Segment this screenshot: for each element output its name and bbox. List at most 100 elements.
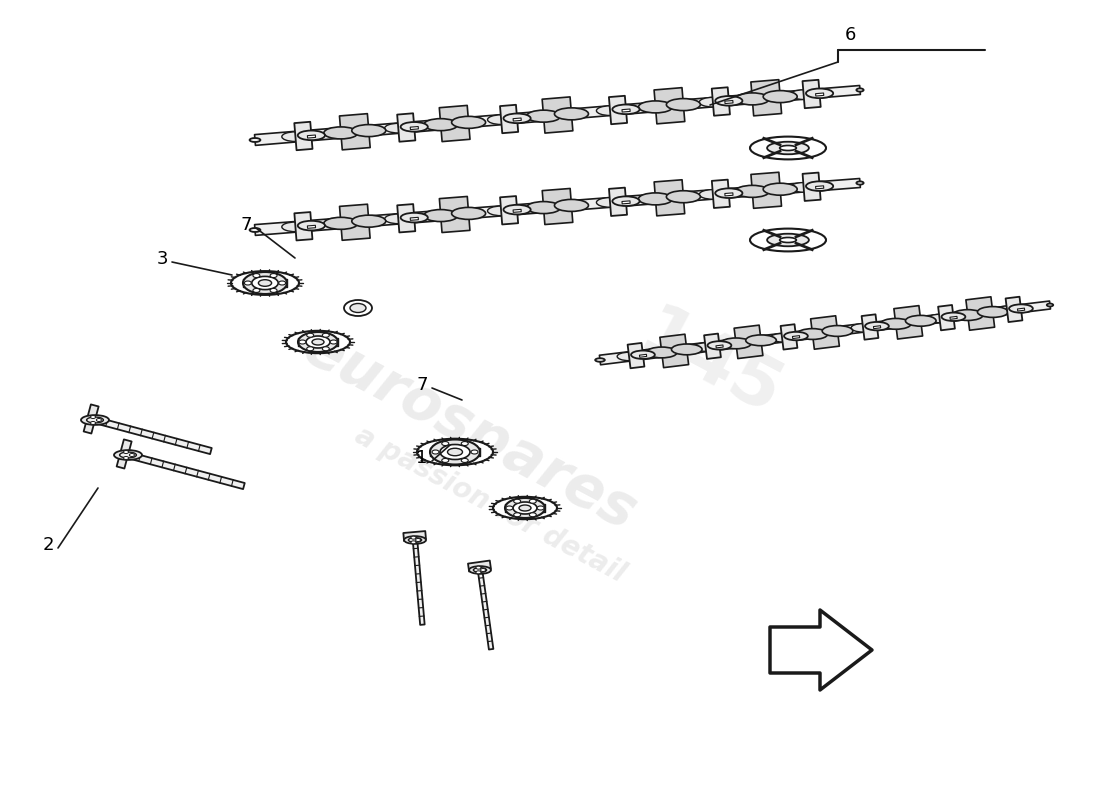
Ellipse shape — [978, 306, 1008, 318]
Polygon shape — [639, 354, 647, 358]
Ellipse shape — [857, 88, 864, 92]
Ellipse shape — [505, 498, 544, 518]
Ellipse shape — [322, 346, 329, 350]
Ellipse shape — [282, 222, 309, 232]
Ellipse shape — [504, 114, 530, 123]
Polygon shape — [609, 96, 627, 124]
Polygon shape — [295, 122, 312, 150]
Ellipse shape — [806, 89, 833, 98]
Ellipse shape — [806, 182, 833, 191]
Ellipse shape — [638, 193, 672, 205]
Text: 6: 6 — [845, 26, 857, 44]
Ellipse shape — [631, 350, 654, 359]
Ellipse shape — [307, 334, 314, 338]
Ellipse shape — [271, 289, 277, 293]
Polygon shape — [307, 226, 316, 228]
Ellipse shape — [537, 506, 544, 510]
Polygon shape — [468, 561, 491, 571]
Ellipse shape — [323, 127, 358, 139]
Polygon shape — [542, 97, 573, 133]
Ellipse shape — [735, 93, 769, 105]
Ellipse shape — [114, 450, 142, 460]
Ellipse shape — [798, 329, 828, 339]
Polygon shape — [803, 80, 821, 108]
Polygon shape — [243, 279, 287, 287]
Polygon shape — [654, 88, 685, 124]
Ellipse shape — [880, 318, 911, 330]
Text: 2: 2 — [42, 536, 54, 554]
Polygon shape — [513, 118, 521, 121]
Ellipse shape — [330, 340, 337, 344]
Polygon shape — [654, 180, 684, 216]
Ellipse shape — [90, 422, 96, 425]
Text: eurospares: eurospares — [294, 318, 647, 542]
Ellipse shape — [424, 118, 458, 130]
Ellipse shape — [243, 272, 287, 294]
Ellipse shape — [770, 334, 794, 342]
Ellipse shape — [123, 450, 129, 454]
Ellipse shape — [411, 536, 416, 539]
Text: 1: 1 — [416, 449, 428, 467]
Ellipse shape — [278, 281, 286, 285]
Ellipse shape — [514, 499, 520, 503]
Ellipse shape — [473, 568, 486, 572]
Polygon shape — [307, 135, 316, 138]
Ellipse shape — [471, 450, 478, 454]
Ellipse shape — [299, 340, 306, 344]
Ellipse shape — [595, 358, 605, 362]
Ellipse shape — [707, 342, 732, 350]
Polygon shape — [500, 196, 518, 225]
Polygon shape — [803, 173, 821, 201]
Ellipse shape — [385, 123, 411, 133]
Polygon shape — [254, 86, 860, 146]
Ellipse shape — [790, 90, 817, 99]
Ellipse shape — [120, 452, 136, 458]
Ellipse shape — [312, 339, 324, 345]
Ellipse shape — [452, 207, 485, 219]
Ellipse shape — [307, 346, 314, 350]
Polygon shape — [950, 316, 957, 319]
Ellipse shape — [1009, 304, 1033, 313]
Ellipse shape — [306, 336, 330, 348]
Ellipse shape — [617, 352, 641, 361]
Ellipse shape — [504, 205, 530, 214]
Polygon shape — [712, 180, 730, 208]
Ellipse shape — [81, 415, 109, 425]
Ellipse shape — [638, 101, 672, 113]
Polygon shape — [600, 301, 1050, 365]
Ellipse shape — [596, 106, 624, 115]
Text: 7: 7 — [416, 376, 428, 394]
Polygon shape — [513, 210, 521, 212]
Ellipse shape — [767, 234, 808, 246]
Ellipse shape — [529, 499, 537, 503]
Ellipse shape — [493, 497, 557, 519]
Ellipse shape — [715, 188, 742, 198]
Ellipse shape — [513, 502, 537, 514]
Ellipse shape — [352, 215, 386, 227]
Polygon shape — [792, 336, 800, 338]
Ellipse shape — [694, 343, 717, 351]
Ellipse shape — [352, 125, 386, 137]
Ellipse shape — [271, 274, 277, 278]
Ellipse shape — [481, 569, 485, 571]
Polygon shape — [815, 93, 824, 96]
Ellipse shape — [1047, 303, 1053, 306]
Ellipse shape — [416, 538, 420, 542]
Ellipse shape — [404, 536, 426, 544]
Polygon shape — [712, 87, 730, 116]
Ellipse shape — [767, 142, 808, 154]
Ellipse shape — [763, 90, 798, 102]
Ellipse shape — [700, 98, 726, 107]
Polygon shape — [128, 452, 244, 489]
Polygon shape — [609, 188, 627, 216]
Ellipse shape — [298, 221, 324, 230]
Polygon shape — [751, 172, 781, 208]
Ellipse shape — [231, 271, 299, 295]
Ellipse shape — [130, 454, 134, 457]
Ellipse shape — [298, 332, 338, 352]
Ellipse shape — [750, 229, 826, 251]
Polygon shape — [254, 178, 860, 235]
Polygon shape — [340, 114, 371, 150]
Ellipse shape — [298, 130, 324, 140]
Ellipse shape — [487, 206, 515, 216]
